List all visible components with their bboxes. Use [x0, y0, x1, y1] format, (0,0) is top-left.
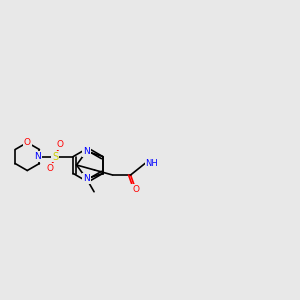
Text: NH: NH [146, 158, 158, 167]
Text: N: N [83, 147, 90, 156]
Text: O: O [132, 184, 139, 194]
Text: O: O [57, 140, 64, 149]
Text: N: N [83, 174, 90, 183]
Text: N: N [34, 152, 41, 161]
Text: O: O [24, 138, 31, 147]
Text: S: S [52, 152, 58, 161]
Text: O: O [47, 164, 54, 173]
